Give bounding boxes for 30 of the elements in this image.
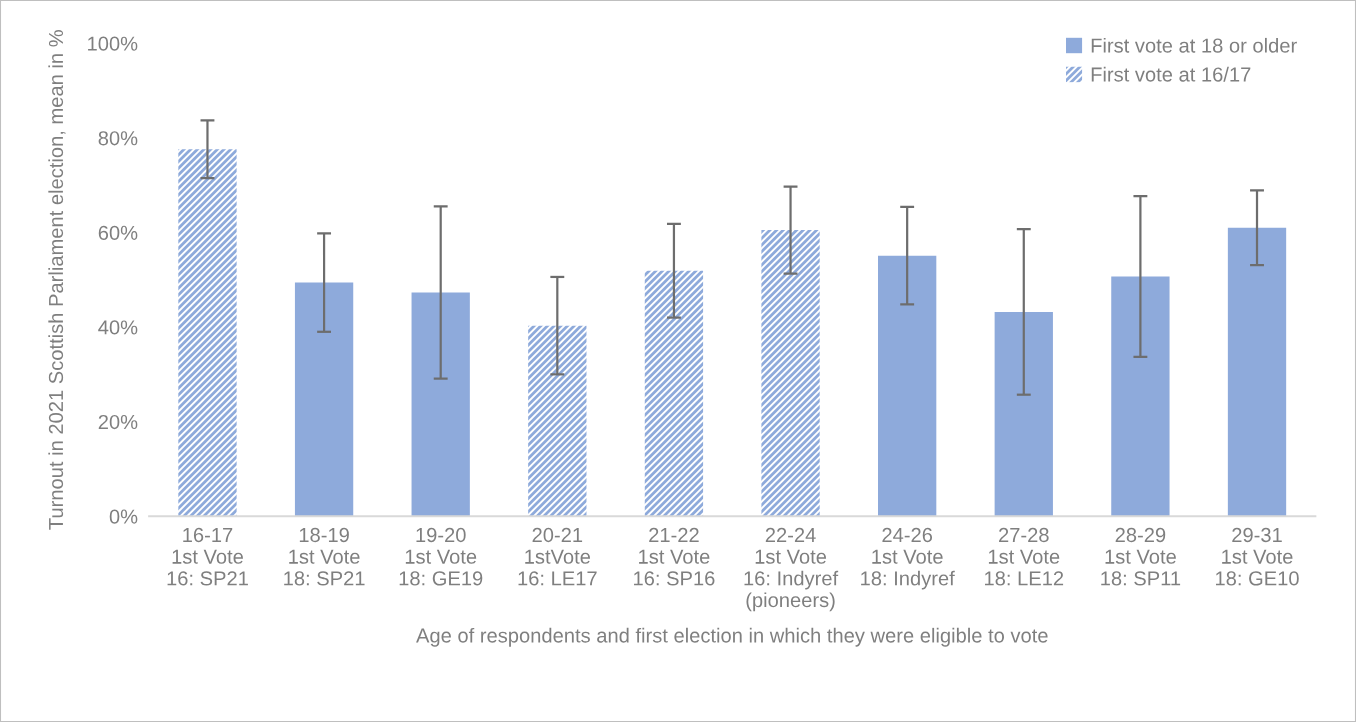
legend-label: First vote at 18 or older — [1091, 37, 1297, 53]
y-axis-title: Turnout in 2021 Scottish Parliament election, mean in % — [48, 30, 66, 530]
bar — [294, 282, 354, 517]
bar — [1111, 276, 1170, 517]
x-axis-title: Age of respondents and first election in which they were eligible to vote — [416, 627, 1048, 647]
bar — [528, 325, 587, 517]
bar — [994, 311, 1053, 517]
x-tick-label: 20-21 1stVote 16: LE17 — [518, 527, 597, 586]
x-tick-label: 16-17 1st Vote 16: SP21 — [167, 527, 248, 586]
y-tick-label: 20% — [98, 414, 138, 430]
y-tick-label: 0% — [109, 509, 138, 524]
x-tick-label: 21-22 1st Vote 16: SP16 — [634, 527, 715, 586]
bar — [644, 270, 704, 517]
x-tick-label: 27-28 1st Vote 18: LE12 — [985, 527, 1064, 586]
x-tick-label: 18-19 1st Vote 18: SP21 — [284, 527, 365, 586]
x-tick-label: 24-26 1st Vote 18: Indyref — [861, 527, 955, 590]
bar — [761, 230, 820, 517]
x-tick-label: 19-20 1st Vote 18: GE19 — [399, 527, 483, 586]
y-tick-label: 80% — [98, 131, 138, 146]
x-tick-label: 29-31 1st Vote 18: GE10 — [1216, 527, 1299, 586]
legend-label: First vote at 16/17 — [1091, 66, 1251, 82]
bar — [878, 255, 937, 517]
bar — [178, 149, 237, 517]
y-tick-label: 40% — [98, 320, 138, 335]
y-tick-label: 100% — [88, 36, 138, 51]
y-tick-label: 60% — [98, 225, 138, 240]
x-tick-label: 22-24 1st Vote 16: Indyref (pioneers) — [744, 527, 839, 612]
bar — [1227, 227, 1287, 517]
x-tick-label: 28-29 1st Vote 18: SP11 — [1101, 527, 1181, 586]
bar — [411, 292, 470, 517]
